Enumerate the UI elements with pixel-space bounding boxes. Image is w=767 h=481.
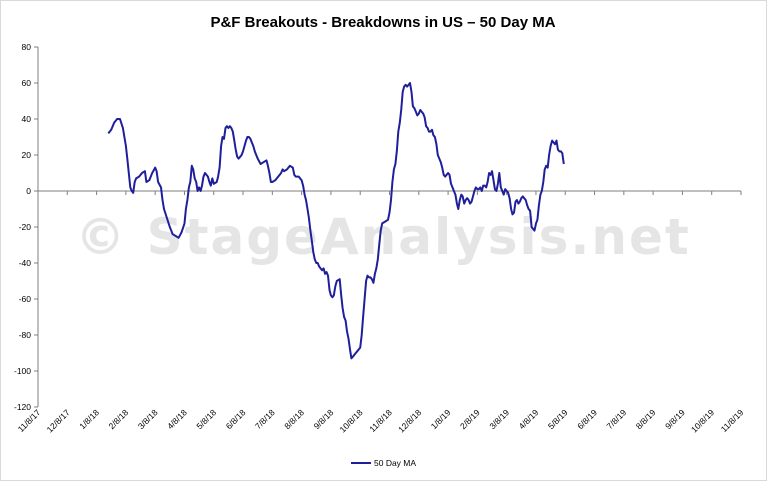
x-tick-label: 6/8/19: [575, 407, 599, 431]
x-tick-label: 1/8/18: [77, 407, 101, 431]
x-tick-label: 2/8/19: [458, 407, 482, 431]
x-tick-label: 3/8/18: [136, 407, 160, 431]
x-tick-label: 2/8/18: [107, 407, 131, 431]
x-tick-label: 4/8/18: [165, 407, 189, 431]
y-tick-label: 20: [22, 150, 32, 160]
y-tick-label: 40: [22, 114, 32, 124]
y-axis-ticks: 80 60 40 20 0 -20 -40 -60 -80 -100 -120: [14, 42, 38, 412]
x-tick-label: 4/8/19: [517, 407, 541, 431]
series-line-50-day-ma: [107, 82, 565, 360]
y-tick-label: -120: [14, 402, 31, 412]
y-tick-label: 80: [22, 42, 32, 52]
y-tick-label: 60: [22, 78, 32, 88]
x-tick-label: 6/8/18: [224, 407, 248, 431]
x-tick-label: 8/8/18: [282, 407, 306, 431]
y-tick-label: -20: [19, 222, 32, 232]
x-tick-label: 12/8/18: [396, 407, 423, 434]
x-tick-label: 3/8/19: [487, 407, 511, 431]
x-tick-label: 7/8/19: [604, 407, 628, 431]
watermark: © StageAnalysis.net: [75, 208, 691, 266]
x-tick-label: 5/8/18: [194, 407, 218, 431]
y-tick-label: -100: [14, 366, 31, 376]
x-tick-label: 9/8/18: [312, 407, 336, 431]
x-tick-label: 5/8/19: [546, 407, 570, 431]
y-tick-label: -60: [19, 294, 32, 304]
x-tick-label: 11/8/19: [719, 407, 746, 434]
x-tick-label: 10/8/18: [337, 407, 364, 434]
y-tick-label: 0: [26, 186, 31, 196]
x-tick-label: 9/8/19: [663, 407, 687, 431]
x-tick-label: 12/8/17: [45, 407, 72, 434]
x-tick-label: 8/8/19: [634, 407, 658, 431]
chart-title: P&F Breakouts - Breakdowns in US – 50 Da…: [210, 14, 555, 31]
legend: 50 Day MA: [351, 458, 416, 468]
y-tick-label: -40: [19, 258, 32, 268]
y-tick-label: -80: [19, 330, 32, 340]
x-tick-label: 7/8/18: [253, 407, 277, 431]
x-tick-label: 11/8/18: [367, 407, 394, 434]
legend-label: 50 Day MA: [374, 458, 416, 468]
x-tick-label: 10/8/19: [689, 407, 716, 434]
x-tick-label: 1/8/19: [429, 407, 453, 431]
